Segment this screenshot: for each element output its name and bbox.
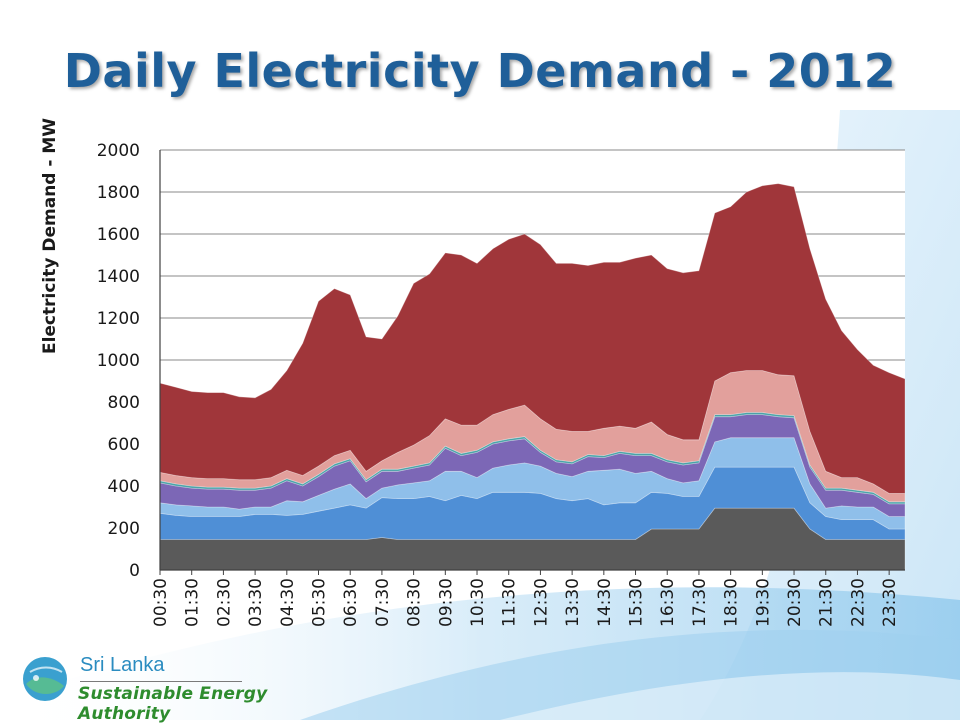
logo-divider — [80, 681, 242, 682]
x-tick-label: 02:30 — [214, 578, 234, 627]
x-tick-label: 18:30 — [722, 578, 742, 627]
x-tick-label: 15:30 — [627, 578, 647, 627]
x-tick-label: 05:30 — [310, 578, 330, 627]
x-tick-label: 13:30 — [563, 578, 583, 627]
x-tick-label: 20:30 — [785, 578, 805, 627]
x-tick-label: 04:30 — [278, 578, 298, 627]
x-tick-label: 16:30 — [658, 578, 678, 627]
logo-country: Sri Lanka — [80, 654, 165, 676]
x-tick-label: 17:30 — [690, 578, 710, 627]
slide-title: Daily Electricity Demand - 2012 — [63, 44, 897, 98]
x-tick-label: 10:30 — [468, 578, 488, 627]
y-tick-label: 1000 — [97, 351, 140, 371]
x-tick-label: 11:30 — [500, 578, 520, 627]
x-tick-label: 09:30 — [436, 578, 456, 627]
y-tick-label: 600 — [108, 435, 140, 455]
y-tick-label: 1200 — [97, 309, 140, 329]
area-series-7 — [159, 183, 906, 494]
x-tick-label: 00:30 — [151, 578, 171, 627]
x-tick-label: 06:30 — [341, 578, 361, 627]
y-tick-label: 1400 — [97, 267, 140, 287]
y-tick-label: 400 — [108, 477, 140, 497]
logo-organization: Sustainable Energy Authority — [78, 684, 268, 724]
x-tick-label: 12:30 — [531, 578, 551, 627]
x-tick-label: 03:30 — [246, 578, 266, 627]
x-tick-label: 01:30 — [183, 578, 203, 627]
y-tick-label: 0 — [129, 561, 140, 581]
y-tick-label: 200 — [108, 519, 140, 539]
sea-logo: Sri Lanka Sustainable Energy Authority — [22, 654, 352, 724]
y-tick-label: 800 — [108, 393, 140, 413]
globe-icon — [23, 657, 67, 701]
x-tick-label: 07:30 — [373, 578, 393, 627]
y-tick-label: 1600 — [97, 225, 140, 245]
x-tick-label: 14:30 — [595, 578, 615, 627]
x-tick-label: 22:30 — [848, 578, 868, 627]
x-tick-label: 08:30 — [405, 578, 425, 627]
x-tick-label: 21:30 — [817, 578, 837, 627]
y-tick-label: 2000 — [97, 141, 140, 161]
y-tick-label: 1800 — [97, 183, 140, 203]
y-axis-label: Electricity Demand - MW — [40, 117, 60, 355]
x-tick-label: 19:30 — [753, 578, 773, 627]
x-tick-label: 23:30 — [880, 578, 900, 627]
